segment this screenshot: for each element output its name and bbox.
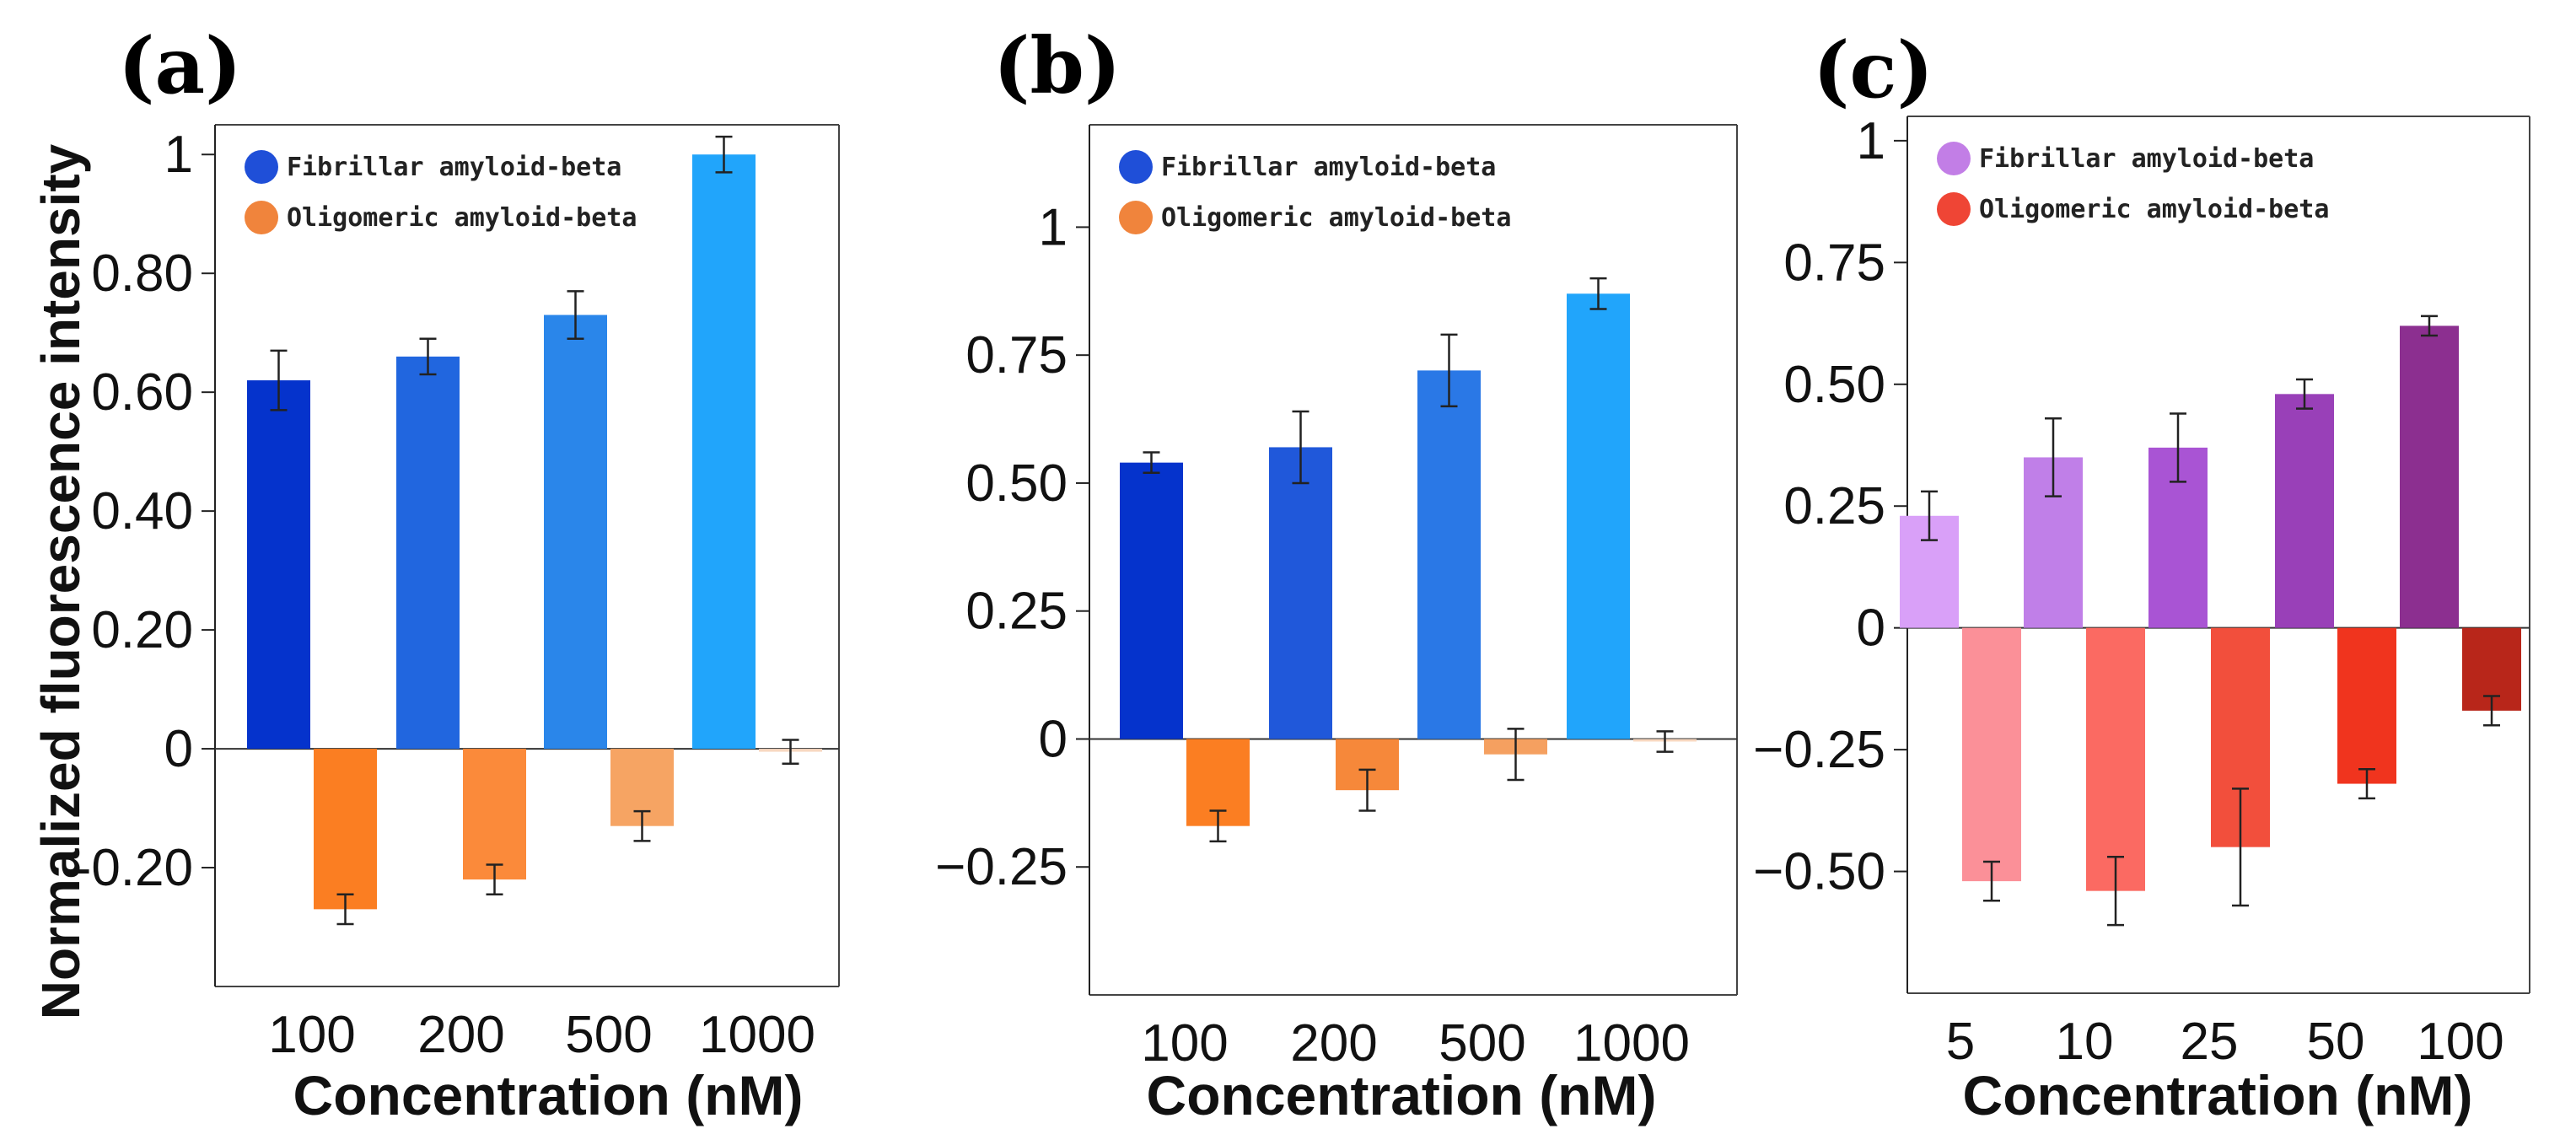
legend-label: Oligomeric amyloid-beta — [1161, 203, 1511, 233]
x-tick-label: 5 — [1946, 1013, 1975, 1071]
x-tick-label: 200 — [417, 1006, 504, 1064]
bar-fibrillar — [1269, 447, 1332, 739]
bar-fibrillar — [396, 356, 460, 750]
panel-label: (a) — [118, 20, 242, 111]
x-tick-label: 10 — [2056, 1013, 2114, 1071]
y-tick-label: 0 — [1857, 599, 1885, 658]
x-tick-label: 500 — [1439, 1014, 1525, 1072]
y-tick-label: −0.25 — [1753, 721, 1885, 779]
bar-oligomeric — [1962, 627, 2021, 882]
y-tick-label: 1 — [1039, 198, 1068, 256]
legend-marker — [1119, 201, 1153, 234]
y-tick-label: 0 — [164, 720, 193, 778]
legend-marker — [245, 201, 278, 234]
x-tick-label: 1000 — [1573, 1014, 1690, 1072]
chart-panel-b: (b) Concentration (nM) 1 0.75 0.50 0.25 0 −0.… — [935, 20, 1738, 1126]
x-axis-title: Concentration (nM) — [1963, 1064, 2473, 1126]
y-tick-label: 0.75 — [1783, 234, 1885, 292]
y-tick-label: 0.80 — [91, 245, 193, 303]
bar-oligomeric — [2086, 627, 2145, 891]
y-tick-label: 0.25 — [965, 583, 1068, 641]
y-tick-label: 0.50 — [965, 454, 1068, 513]
x-tick-label: 1000 — [699, 1006, 815, 1064]
chart-panel-a: (a) Concentration (nM) 1 0.80 0.60 0.40 0.20… — [74, 20, 840, 1126]
legend-label: Oligomeric amyloid-beta — [1979, 195, 2329, 224]
bar-fibrillar — [247, 380, 310, 750]
bar-fibrillar — [544, 314, 607, 750]
y-tick-label: -0.20 — [74, 839, 193, 897]
x-tick-label: 500 — [565, 1006, 652, 1064]
y-tick-label: −0.50 — [1753, 843, 1885, 901]
y-tick-label: 1 — [1857, 112, 1885, 170]
y-tick-label: 0 — [1039, 710, 1068, 768]
y-tick-label: 0.25 — [1783, 477, 1885, 535]
legend-label: Fibrillar amyloid-beta — [1979, 144, 2314, 174]
panel-label: (c) — [1813, 24, 1933, 116]
x-axis-title: Concentration (nM) — [1147, 1064, 1657, 1126]
legend-label: Fibrillar amyloid-beta — [287, 153, 621, 182]
bar-oligomeric — [463, 749, 526, 880]
panel-label: (b) — [993, 20, 1121, 111]
legend-label: Oligomeric amyloid-beta — [287, 203, 637, 233]
x-tick-label: 100 — [2417, 1013, 2503, 1071]
y-tick-label: 0.60 — [91, 363, 193, 422]
y-tick-label: 1 — [164, 126, 193, 184]
y-tick-label: 0.40 — [91, 482, 193, 540]
bar-fibrillar — [692, 154, 756, 750]
legend-marker — [245, 150, 278, 184]
y-axis-label: Normalized fluorescence intensity — [30, 143, 91, 1019]
bar-oligomeric — [314, 749, 377, 910]
y-tick-label: 0.50 — [1783, 356, 1885, 414]
x-tick-label: 100 — [268, 1006, 355, 1064]
legend-marker — [1937, 142, 1971, 175]
y-tick-label: 0.20 — [91, 601, 193, 659]
legend-label: Fibrillar amyloid-beta — [1161, 153, 1496, 182]
legend-marker — [1937, 192, 1971, 226]
x-tick-label: 25 — [2181, 1013, 2239, 1071]
x-tick-label: 200 — [1290, 1014, 1377, 1072]
bar-fibrillar — [1567, 293, 1630, 739]
bar-fibrillar — [2400, 325, 2459, 628]
legend-marker — [1119, 150, 1153, 184]
y-tick-label: 0.75 — [965, 326, 1068, 384]
x-tick-label: 50 — [2307, 1013, 2365, 1071]
y-tick-label: −0.25 — [935, 838, 1068, 896]
bar-oligomeric — [2337, 627, 2396, 784]
bar-fibrillar — [1120, 462, 1183, 739]
bar-fibrillar — [2275, 394, 2334, 628]
x-axis-title: Concentration (nM) — [293, 1064, 804, 1126]
chart-panel-c: (c) Concentration (nM) 1 0.75 0.50 0.25 0 −0.… — [1753, 24, 2530, 1126]
bar-fibrillar — [1417, 370, 1481, 739]
x-tick-label: 100 — [1141, 1014, 1228, 1072]
